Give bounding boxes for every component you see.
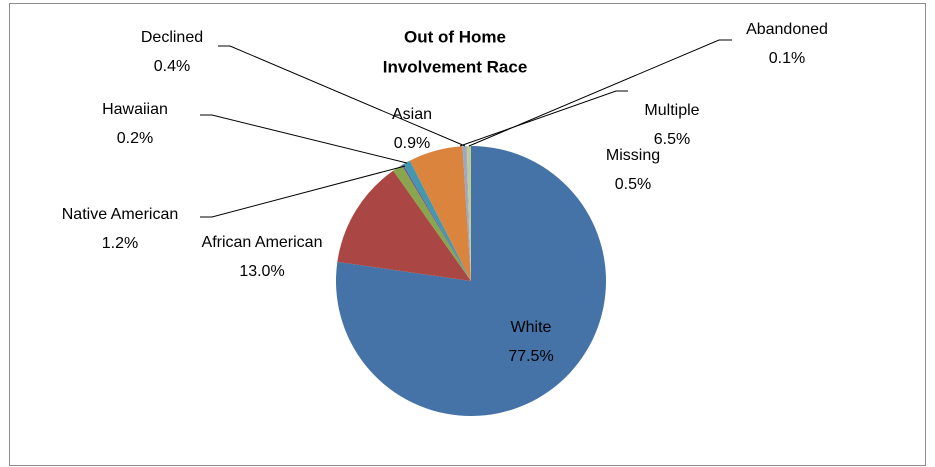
pie-slice bbox=[462, 146, 471, 281]
slice-value: 6.5% bbox=[654, 131, 690, 148]
leader-line bbox=[200, 165, 406, 218]
pie-slice bbox=[403, 160, 471, 281]
leader-line bbox=[200, 114, 408, 164]
chart-title: Involvement Race bbox=[383, 57, 528, 76]
slice-label: Asian bbox=[392, 106, 432, 123]
slice-label: Native American bbox=[62, 206, 179, 223]
leader-line bbox=[218, 45, 466, 147]
pie-slice bbox=[401, 164, 471, 281]
slice-label: White bbox=[511, 319, 552, 336]
slice-value: 0.9% bbox=[394, 135, 430, 152]
slice-value: 0.5% bbox=[615, 176, 651, 193]
slice-label: Hawaiian bbox=[102, 101, 168, 118]
slice-value: 0.1% bbox=[769, 50, 805, 67]
slice-label: African American bbox=[202, 234, 323, 251]
pie-slice bbox=[393, 165, 471, 281]
pie-slice bbox=[465, 146, 471, 281]
slice-value: 1.2% bbox=[102, 235, 138, 252]
slice-value: 0.2% bbox=[117, 130, 153, 147]
slice-label: Missing bbox=[606, 147, 660, 164]
pie-slice bbox=[337, 170, 471, 281]
slice-label: Abandoned bbox=[746, 21, 828, 38]
slice-label: Multiple bbox=[644, 102, 699, 119]
pie-slice bbox=[466, 146, 471, 281]
leader-line bbox=[468, 39, 732, 147]
slice-label: Declined bbox=[141, 29, 203, 46]
slice-value: 13.0% bbox=[239, 263, 284, 280]
pie-slice bbox=[409, 146, 471, 281]
chart-title: Out of Home bbox=[404, 27, 506, 46]
slice-value: 0.4% bbox=[154, 58, 190, 75]
slice-value: 77.5% bbox=[508, 348, 553, 365]
